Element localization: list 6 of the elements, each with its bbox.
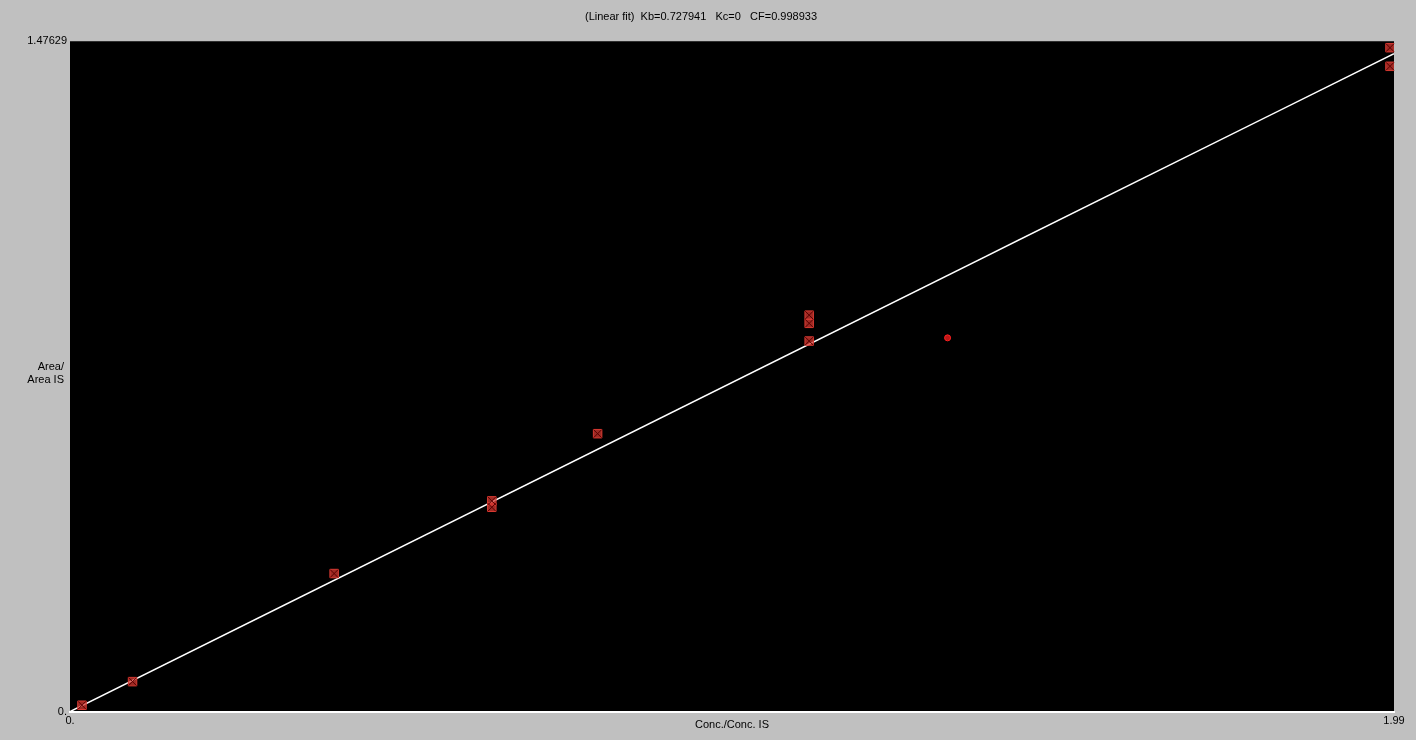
x-tick-label: 1.99 [1383, 714, 1405, 727]
x-axis-title: Conc./Conc. IS [695, 718, 769, 731]
point [944, 334, 952, 342]
y-axis-title: Area/ Area IS [27, 359, 65, 385]
chart-title: (Linear fit) Kb=0.727941 Kc=0 CF=0.998933 [584, 9, 818, 22]
y-tick-label: 1.47629 [27, 34, 67, 47]
